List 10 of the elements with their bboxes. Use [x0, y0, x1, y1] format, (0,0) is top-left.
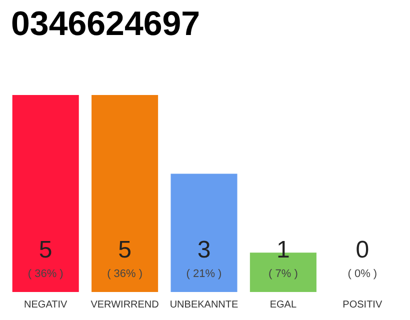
x-tick-label: NEGATIV	[24, 300, 68, 310]
x-tick-label: POSITIV	[342, 300, 382, 310]
data-label: 5 ( 36% )	[107, 236, 143, 280]
chart-title: 0346624697	[11, 5, 200, 43]
x-tick-label: EGAL	[270, 300, 297, 310]
data-label: 5 ( 36% )	[28, 236, 64, 280]
x-tick-label: UNBEKANNTE	[170, 300, 238, 310]
x-tick-label: VERWIRREND	[90, 300, 159, 310]
data-label: 3 ( 21% )	[186, 236, 222, 280]
data-label: 0 ( 0% )	[348, 236, 378, 280]
